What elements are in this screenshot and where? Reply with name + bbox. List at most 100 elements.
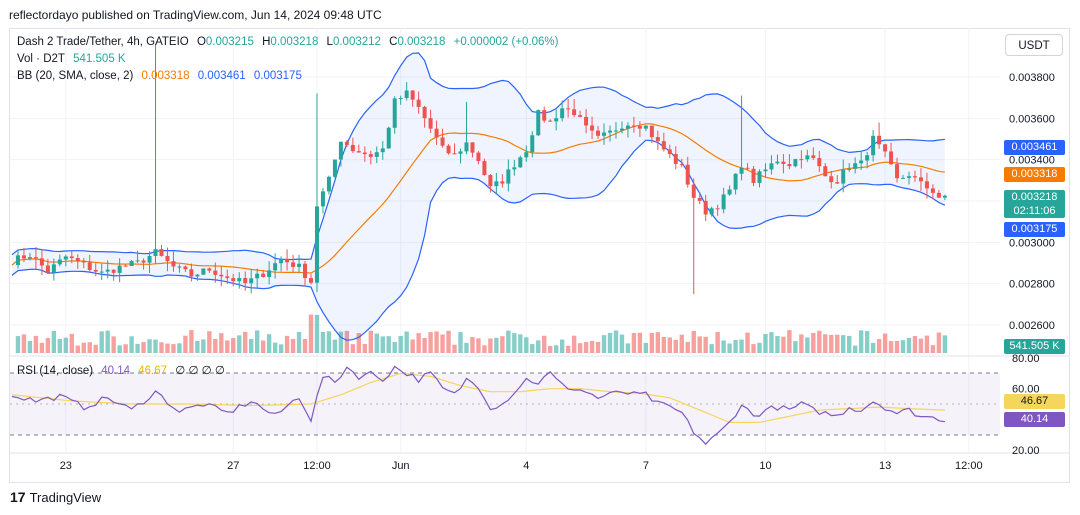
volume-bar: [876, 339, 882, 353]
candle-body: [273, 263, 278, 271]
candle-body: [45, 265, 50, 273]
candle-body: [81, 261, 86, 263]
volume-bar: [888, 341, 894, 353]
candle-body: [494, 181, 499, 187]
volume-bar: [320, 331, 326, 353]
candle-body: [291, 262, 296, 267]
volume-bar: [159, 342, 164, 353]
candle-body: [452, 153, 457, 155]
volume-bar: [171, 344, 176, 353]
candle-body: [835, 182, 840, 184]
bb-basis-badge: 0.003318: [1004, 167, 1065, 182]
volume-bar: [404, 331, 409, 353]
bar-countdown: 02:11:06: [1013, 205, 1056, 217]
symbol-name[interactable]: Dash 2 Trade/Tether, 4h, GATEIO: [17, 36, 189, 48]
volume-bar: [147, 339, 152, 353]
bollinger-label[interactable]: BB (20, SMA, close, 2): [17, 70, 134, 82]
volume-bar: [356, 333, 362, 353]
rsi-ma-value: 46.67: [138, 365, 168, 377]
volume-bar: [703, 336, 708, 353]
time-axis: 23 27 12:00 Jun 4 7 10 13 12:00: [60, 460, 983, 472]
volume-bar: [350, 344, 356, 353]
candle-body: [871, 135, 876, 156]
rsi-axis: 80.00 60.00 20.00: [1012, 353, 1040, 457]
volume-bar: [870, 342, 876, 353]
volume-bar: [835, 334, 840, 353]
price-tick-label: 0.002800: [1009, 279, 1055, 291]
candle-body: [901, 177, 906, 179]
candle-body: [314, 206, 319, 283]
candle-body: [374, 152, 379, 157]
candle-body: [548, 120, 553, 122]
candle-body: [847, 168, 852, 170]
volume-bar: [864, 330, 870, 353]
bollinger-legend: BB (20, SMA, close, 2) 0.003318 0.003461…: [17, 70, 307, 82]
candle-body: [368, 154, 373, 157]
volume-bar: [81, 342, 86, 353]
volume-bar: [512, 333, 517, 353]
volume-bar: [207, 331, 212, 353]
high-value: 0.003218: [270, 36, 319, 48]
candle-body: [715, 208, 720, 210]
candle-body: [207, 268, 212, 271]
volume-label[interactable]: Vol · D2T: [17, 53, 65, 65]
volume-bar: [183, 335, 188, 353]
candle-body: [434, 128, 439, 138]
candle-body: [117, 265, 122, 273]
candle-body: [99, 271, 104, 273]
volume-bar: [470, 337, 475, 353]
volume-bar: [518, 334, 523, 353]
volume-bar: [392, 341, 397, 353]
candle-body: [883, 144, 888, 152]
volume-bar: [500, 336, 505, 353]
candle-body: [446, 145, 451, 154]
tradingview-brand[interactable]: TradingView: [29, 490, 102, 505]
volume-bar: [751, 344, 756, 353]
volume-bar: [595, 341, 601, 353]
time-tick-label: 13: [879, 460, 891, 472]
candle-body: [15, 255, 20, 266]
candle-body: [75, 258, 80, 262]
candle-body: [554, 118, 559, 122]
candle-body: [488, 175, 493, 187]
rsi-tick-label: 80.00: [1012, 353, 1040, 365]
candle-body: [404, 90, 409, 99]
volume-bar: [787, 330, 792, 353]
currency-button[interactable]: USDT: [1005, 34, 1063, 56]
volume-bar: [793, 341, 798, 353]
volume-bar: [601, 335, 607, 353]
candle-body: [464, 142, 469, 152]
volume-bar: [219, 333, 224, 353]
candle-body: [344, 141, 349, 145]
candle-body: [33, 257, 38, 259]
volume-bar: [942, 335, 948, 353]
volume-bar: [249, 338, 254, 353]
rsi-label[interactable]: RSI (14, close): [17, 365, 94, 377]
candle-body: [613, 130, 618, 132]
candle-body: [195, 274, 200, 277]
candle-body: [751, 168, 756, 183]
volume-bar: [428, 332, 433, 353]
volume-bar: [805, 337, 810, 353]
candle-body: [93, 269, 98, 272]
candle-body: [105, 269, 110, 272]
candle-body: [141, 260, 146, 263]
candle-body: [536, 110, 541, 136]
bollinger-upper-value: 0.003461: [197, 70, 246, 82]
price-tick-label: 0.003800: [1009, 72, 1055, 84]
volume-bar: [882, 333, 888, 353]
candle-body: [356, 151, 361, 153]
volume-bar: [105, 330, 110, 353]
candle-body: [542, 110, 547, 121]
candle-body: [781, 161, 786, 165]
candle-body: [440, 137, 445, 146]
candle-body: [518, 157, 523, 168]
volume-bar: [757, 342, 762, 353]
bb-lower-badge: 0.003175: [1004, 222, 1065, 237]
tradingview-logo-icon: 17: [10, 489, 26, 505]
candle-body: [267, 270, 272, 277]
time-tick-label: Jun: [392, 460, 410, 472]
candle-body: [398, 98, 403, 100]
candle-body: [500, 181, 505, 184]
